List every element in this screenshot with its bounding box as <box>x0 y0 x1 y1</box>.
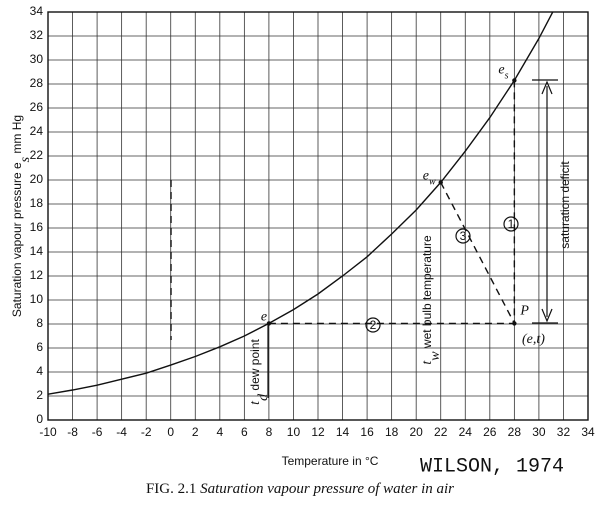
x-tick-label: 10 <box>287 425 301 439</box>
y-tick-label: 32 <box>30 28 44 42</box>
point-label: ew <box>423 169 436 188</box>
point <box>438 180 443 185</box>
x-tick-label: 12 <box>311 425 325 439</box>
x-tick-label: 22 <box>434 425 448 439</box>
x-tick-label: 2 <box>192 425 199 439</box>
y-tick-label: 2 <box>36 388 43 402</box>
guide-dash <box>440 182 515 324</box>
step-label: 2 <box>370 318 377 332</box>
y-tick-label: 22 <box>30 148 44 162</box>
y-tick-label: 14 <box>30 244 44 258</box>
point-note: (e,t) <box>522 332 545 347</box>
step-circle <box>365 317 381 333</box>
y-tick-label: 6 <box>36 340 43 354</box>
point <box>266 321 272 326</box>
step-circle <box>455 228 471 244</box>
step-circle <box>503 216 519 232</box>
x-tick-label: 30 <box>532 425 546 439</box>
x-tick-label: 34 <box>581 425 595 439</box>
step-label: 1 <box>508 217 515 231</box>
x-tick-label: 32 <box>557 425 571 439</box>
y-tick-label: 8 <box>36 316 43 330</box>
point <box>512 78 517 83</box>
wet-bulb-label: tw wet bulb temperature <box>420 235 443 365</box>
x-tick-label: 6 <box>241 425 248 439</box>
y-tick-label: 4 <box>36 364 43 378</box>
x-tick-label: 26 <box>483 425 497 439</box>
y-axis-label: Saturation vapour pressure es mm Hg <box>10 115 33 317</box>
x-tick-label: 8 <box>266 425 273 439</box>
arrow-heads <box>541 80 553 323</box>
y-tick-label: 24 <box>30 124 44 138</box>
y-tick-label: 12 <box>30 268 44 282</box>
point-label: e <box>261 310 267 325</box>
y-tick-label: 10 <box>30 292 44 306</box>
x-tick-label: -8 <box>67 425 78 439</box>
step-label: 3 <box>460 229 467 243</box>
x-tick-label: 0 <box>167 425 174 439</box>
y-tick-label: 34 <box>30 4 44 18</box>
plot-frame <box>47 11 589 421</box>
x-tick-label: 14 <box>336 425 350 439</box>
x-tick-label: -4 <box>116 425 127 439</box>
x-tick-label: -10 <box>39 425 57 439</box>
point-label: P <box>519 304 529 319</box>
point <box>512 321 517 326</box>
curve <box>48 12 554 395</box>
x-tick-label: -6 <box>92 425 103 439</box>
x-tick-label: 20 <box>410 425 424 439</box>
caption: FIG. 2.1 Saturation vapour pressure of w… <box>146 481 454 497</box>
y-tick-label: 20 <box>30 172 44 186</box>
x-tick-label: 24 <box>459 425 473 439</box>
y-tick-label: 30 <box>30 52 44 66</box>
x-tick-label: -2 <box>141 425 152 439</box>
credit: WILSON, 1974 <box>420 455 564 478</box>
y-tick-label: 16 <box>30 220 44 234</box>
y-tick-label: 18 <box>30 196 44 210</box>
x-tick-label: 28 <box>508 425 522 439</box>
saturation-deficit-label: saturation deficit <box>558 161 572 249</box>
x-tick-label: 16 <box>360 425 374 439</box>
y-tick-label: 0 <box>36 412 43 426</box>
x-axis-label: Temperature in °C <box>282 454 379 468</box>
y-tick-label: 26 <box>30 100 44 114</box>
dew-point-label: td dew point <box>248 339 271 405</box>
x-tick-label: 4 <box>216 425 223 439</box>
point-label: es <box>498 63 508 82</box>
x-tick-label: 18 <box>385 425 399 439</box>
y-tick-label: 28 <box>30 76 44 90</box>
